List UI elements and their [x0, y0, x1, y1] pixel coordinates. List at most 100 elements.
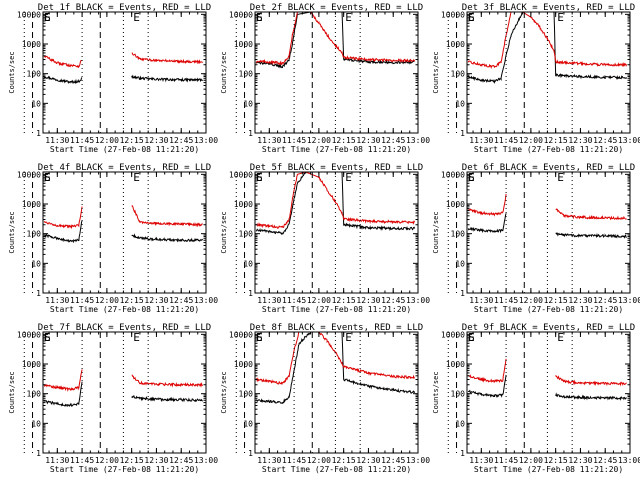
x-tick-label: 12:15: [120, 296, 144, 305]
y-tick-label: 10: [243, 419, 253, 428]
y-tick-label: 1000: [234, 360, 253, 369]
interval-marker: S: [256, 171, 263, 184]
x-tick-label: 13:00: [194, 136, 218, 145]
y-tick-label: 1: [36, 449, 41, 458]
interval-marker: E: [557, 11, 564, 24]
x-tick-label: 12:45: [381, 296, 405, 305]
lld-series-line: [467, 12, 628, 70]
interval-marker: E: [468, 331, 475, 344]
x-tick-label: 11:45: [494, 296, 518, 305]
events-series-line: [467, 374, 627, 401]
interval-marker: E: [256, 11, 263, 24]
y-tick-label: 10000: [229, 10, 253, 19]
x-tick-label: 12:30: [568, 456, 592, 465]
panel-title: Det 2f BLACK = Events, RED = LLD: [250, 3, 423, 13]
plot-frame: [466, 331, 631, 454]
x-tick-label: 12:00: [95, 456, 119, 465]
x-tick-label: 11:30: [45, 296, 69, 305]
x-tick-label: 12:45: [593, 136, 617, 145]
events-series-line: [255, 12, 415, 69]
x-tick-label: 11:45: [282, 296, 306, 305]
x-tick-label: 13:00: [406, 136, 430, 145]
x-tick-label: 12:00: [307, 296, 331, 305]
y-tick-label: 10000: [17, 170, 41, 179]
x-tick-label: 12:45: [593, 456, 617, 465]
events-series-line: [255, 172, 416, 235]
y-axis-label: Counts/sec: [220, 51, 228, 93]
lld-series-line: [467, 193, 627, 221]
x-axis-label: Start Time (27-Feb-08 11:21:20): [262, 305, 411, 314]
x-tick-label: 13:00: [618, 296, 640, 305]
x-tick-label: 12:45: [593, 296, 617, 305]
y-axis-label: Counts/sec: [8, 51, 16, 93]
y-tick-label: 1: [248, 449, 253, 458]
panel-title: Det 9f BLACK = Events, RED = LLD: [462, 323, 635, 333]
x-tick-label: 12:00: [95, 136, 119, 145]
y-tick-label: 1000: [446, 40, 465, 49]
x-tick-label: 12:45: [169, 296, 193, 305]
x-tick-label: 12:15: [544, 296, 568, 305]
plot-frame: [42, 171, 207, 294]
interval-marker: S: [44, 171, 51, 184]
x-axis-label: Start Time (27-Feb-08 11:21:20): [474, 465, 623, 474]
x-tick-label: 12:30: [144, 456, 168, 465]
interval-marker: E: [345, 331, 352, 344]
plot-frame: [42, 11, 207, 134]
x-tick-label: 12:15: [332, 456, 356, 465]
y-tick-label: 1000: [446, 200, 465, 209]
y-axis-label: Counts/sec: [8, 371, 16, 413]
plot-frame: [254, 11, 419, 134]
y-tick-label: 10000: [229, 170, 253, 179]
x-axis-label: Start Time (27-Feb-08 11:21:20): [262, 145, 411, 154]
y-tick-label: 10000: [17, 10, 41, 19]
y-tick-label: 1: [460, 129, 465, 138]
y-tick-label: 1: [460, 449, 465, 458]
x-tick-label: 12:45: [169, 136, 193, 145]
interval-marker: S: [256, 331, 263, 344]
x-tick-label: 11:45: [70, 136, 94, 145]
interval-marker: E: [256, 331, 263, 344]
x-tick-label: 12:00: [519, 136, 543, 145]
x-tick-label: 13:00: [618, 136, 640, 145]
lld-series-line: [256, 172, 416, 229]
y-tick-label: 100: [27, 70, 42, 79]
x-tick-label: 11:30: [45, 456, 69, 465]
plot-frame: [254, 171, 419, 294]
interval-marker: S: [44, 11, 51, 24]
plot-frame: [254, 331, 419, 454]
x-tick-label: 12:45: [381, 136, 405, 145]
y-axis-label: Counts/sec: [432, 371, 440, 413]
y-tick-label: 100: [239, 230, 254, 239]
plot-frame: [42, 331, 207, 454]
y-axis-label: Counts/sec: [432, 51, 440, 93]
x-tick-label: 11:45: [70, 456, 94, 465]
y-tick-label: 10000: [229, 330, 253, 339]
y-tick-label: 10000: [441, 330, 465, 339]
y-tick-label: 10: [31, 99, 41, 108]
interval-marker: S: [44, 331, 51, 344]
lld-series-line: [255, 332, 416, 386]
y-tick-label: 100: [27, 230, 42, 239]
interval-marker: E: [44, 171, 51, 184]
y-tick-label: 10: [455, 99, 465, 108]
interval-marker: E: [557, 171, 564, 184]
lld-series-line: [468, 358, 627, 387]
x-axis-label: Start Time (27-Feb-08 11:21:20): [50, 145, 199, 154]
y-tick-label: 1: [460, 289, 465, 298]
panel-title: Det 8f BLACK = Events, RED = LLD: [250, 323, 423, 333]
x-tick-label: 12:30: [568, 296, 592, 305]
x-axis-label: Start Time (27-Feb-08 11:21:20): [50, 305, 199, 314]
interval-marker: E: [345, 11, 352, 24]
x-tick-label: 12:00: [95, 296, 119, 305]
interval-marker: E: [133, 171, 140, 184]
y-axis-label: Counts/sec: [220, 371, 228, 413]
y-tick-label: 10: [243, 99, 253, 108]
x-tick-label: 11:45: [70, 296, 94, 305]
interval-marker: E: [256, 171, 263, 184]
